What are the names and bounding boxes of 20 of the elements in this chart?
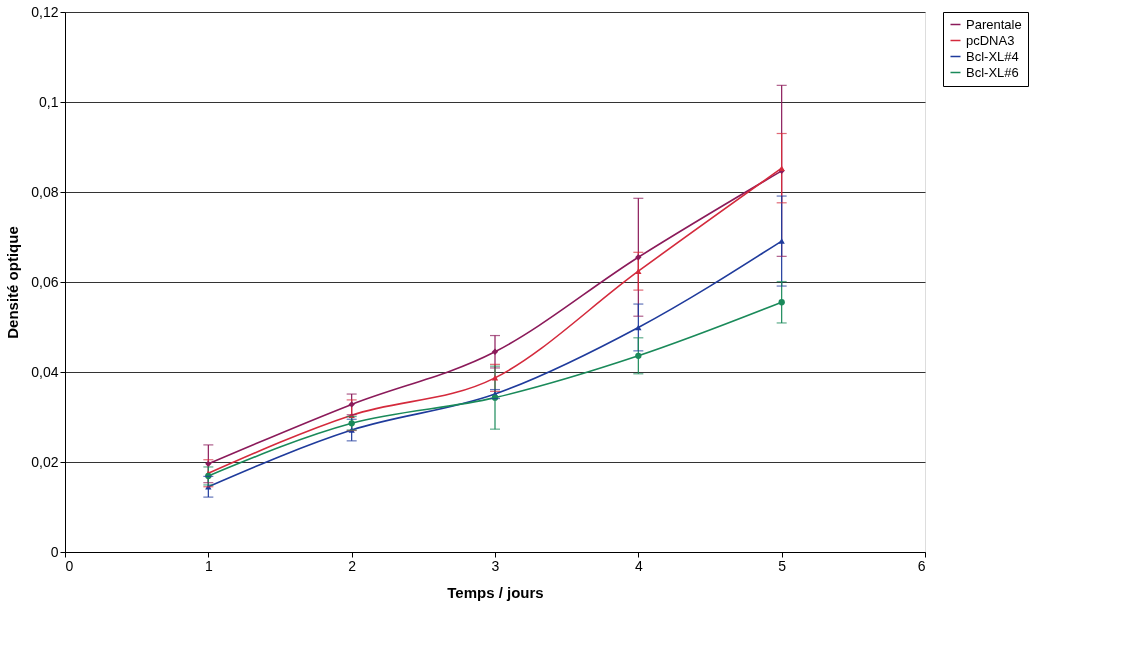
x-axis-title: Temps / jours (447, 583, 544, 601)
x-tick-label: 6 (917, 557, 926, 574)
legend-label: Bcl-XL#6 (966, 64, 1019, 80)
legend-label: Parentale (966, 16, 1022, 32)
x-tick-label: 4 (634, 557, 643, 574)
y-tick-label: 0,04 (31, 363, 59, 380)
y-tick-label: 0,12 (31, 3, 59, 20)
x-tick-label: 2 (348, 557, 357, 574)
x-tick-label: 1 (204, 557, 213, 574)
x-tick-label: 5 (778, 557, 787, 574)
x-tick-label: 0 (65, 557, 74, 574)
x-tick-label: 3 (491, 557, 500, 574)
y-tick-label: 0,1 (39, 93, 59, 110)
legend-label: pcDNA3 (966, 32, 1015, 48)
y-tick-label: 0,06 (31, 273, 59, 290)
y-tick-label: 0 (50, 543, 59, 560)
y-tick-label: 0,02 (31, 453, 59, 470)
y-axis-title: Densité optique (4, 226, 22, 339)
y-tick-label: 0,08 (31, 183, 59, 200)
legend-label: Bcl-XL#4 (966, 48, 1019, 64)
